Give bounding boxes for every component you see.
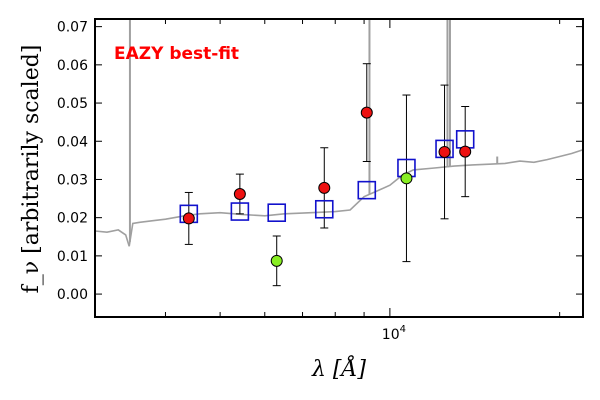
x-axis-label: λ [Å] <box>311 354 366 382</box>
template-box-4 <box>357 180 377 200</box>
y-tick-label-7: 0.07 <box>57 20 88 36</box>
model-continuum <box>94 148 584 247</box>
low-sn-point-1 <box>400 172 413 185</box>
observed-point-4 <box>438 145 451 158</box>
observed-point-3 <box>360 106 373 119</box>
y-tick-label-2: 0.02 <box>57 211 88 227</box>
y-tick-label-3: 0.03 <box>57 172 88 188</box>
y-tick-label-1: 0.01 <box>57 249 88 265</box>
axis-ticks <box>95 19 583 317</box>
low-sn-point-0 <box>270 254 283 267</box>
template-box-3 <box>314 199 334 219</box>
template-box-1 <box>230 202 250 221</box>
observed-point-5 <box>459 145 472 158</box>
observed-points <box>182 106 472 267</box>
template-flux-boxes <box>179 130 475 224</box>
y-tick-label-0: 0.00 <box>57 287 88 303</box>
error-bars <box>184 63 470 287</box>
observed-point-2 <box>318 181 331 194</box>
y-axis-label: f_ν [arbitrarily scaled] <box>19 45 44 294</box>
y-tick-label-5: 0.05 <box>57 96 88 112</box>
model-spectrum <box>94 19 584 247</box>
x-tick-label-major: 104 <box>382 324 406 343</box>
y-tick-label-4: 0.04 <box>57 134 88 150</box>
observed-point-1 <box>233 187 246 200</box>
y-tick-label-6: 0.06 <box>57 58 88 74</box>
plot-frame <box>94 18 584 318</box>
eazy-annotation: EAZY best-fit <box>114 44 239 64</box>
y-tick-labels: 0.00 0.01 0.02 0.03 0.04 0.05 0.06 0.07 <box>57 20 88 303</box>
observed-point-0 <box>182 212 195 225</box>
template-box-2 <box>267 203 287 222</box>
